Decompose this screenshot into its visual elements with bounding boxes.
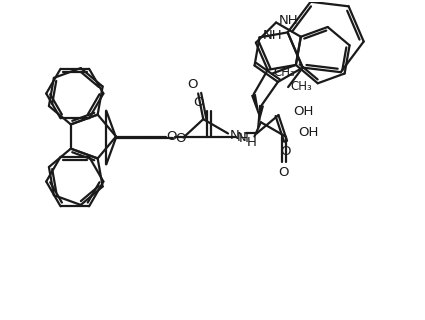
Text: O: O (187, 78, 197, 92)
Polygon shape (251, 94, 261, 122)
Text: O: O (167, 130, 177, 143)
Text: O: O (175, 132, 186, 145)
Text: O: O (278, 166, 289, 179)
Text: N: N (230, 129, 240, 142)
Text: H: H (246, 136, 256, 149)
Text: NH: NH (279, 14, 299, 27)
Text: O: O (280, 145, 290, 158)
Polygon shape (257, 105, 264, 133)
Text: OH: OH (293, 105, 313, 117)
Text: NH: NH (263, 29, 282, 42)
Text: N: N (237, 131, 247, 144)
Text: H: H (239, 132, 249, 145)
Text: OH: OH (298, 126, 318, 139)
Text: O: O (193, 96, 204, 109)
Text: CH₃: CH₃ (290, 80, 312, 92)
Text: CH₃: CH₃ (274, 66, 295, 79)
